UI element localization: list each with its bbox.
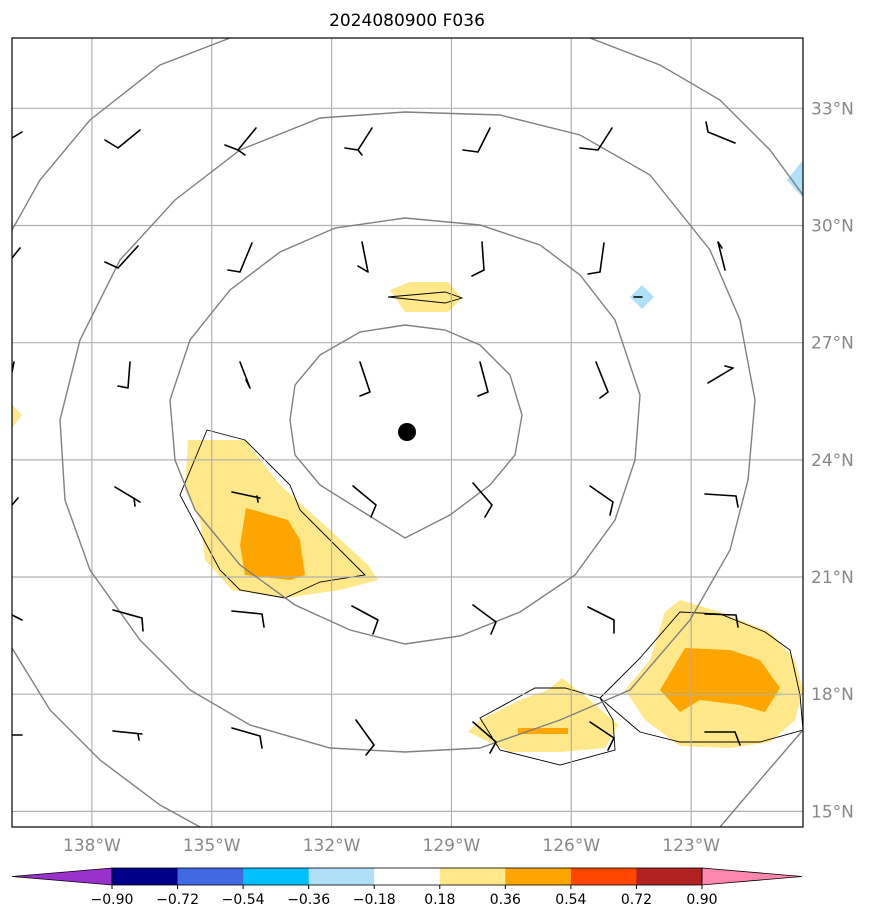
colorbar-segment [308, 868, 375, 885]
colorbar-extend-low [11, 867, 113, 886]
colorbar-segment [374, 868, 441, 885]
colorbar-segment [505, 868, 572, 885]
figure-title: 2024080900 F036 [329, 11, 485, 31]
colorbar-tick-label: 0.18 [424, 892, 455, 908]
colorbar-tick-label: 0.36 [490, 892, 521, 908]
colorbar-segment [636, 868, 703, 885]
latitude-label: 18°N [811, 685, 854, 705]
latitude-label: 30°N [811, 216, 854, 236]
colorbar-tick-label: −0.36 [287, 892, 330, 908]
colorbar-tick-labels: −0.90 −0.72 −0.54 −0.36 −0.18 0.18 0.36 0.54 0.7… [91, 885, 718, 908]
longitude-label: 123°W [662, 836, 720, 856]
longitude-labels: 138°W 135°W 132°W 129°W 126°W 123°W [63, 836, 720, 856]
latitude-labels: 15°N 18°N 21°N 24°N 27°N 30°N 33°N [811, 99, 854, 822]
colorbar-tick-label: −0.54 [222, 892, 265, 908]
colorbar-segment [570, 868, 637, 885]
colorbar-tick-label: 0.54 [555, 892, 586, 908]
colorbar-segment [439, 868, 506, 885]
colorbar-segment [112, 868, 179, 885]
map-area [12, 38, 803, 827]
longitude-label: 138°W [63, 836, 121, 856]
colorbar-tick-label: −0.18 [353, 892, 396, 908]
latitude-label: 21°N [811, 568, 854, 588]
object-outlines [179, 291, 803, 766]
longitude-label: 126°W [542, 836, 600, 856]
colorbar-extend-high [701, 867, 803, 886]
longitude-label: 129°W [423, 836, 481, 856]
positive-anomaly-strong [240, 508, 780, 734]
colorbar-tick-label: −0.72 [156, 892, 199, 908]
colorbar-segment [243, 868, 310, 885]
latitude-label: 27°N [811, 334, 854, 354]
longitude-label: 132°W [303, 836, 361, 856]
latitude-label: 24°N [811, 451, 854, 471]
colorbar-segment [177, 868, 244, 885]
range-rings [12, 38, 803, 827]
colorbar [11, 867, 803, 886]
latitude-label: 15°N [811, 802, 854, 822]
colorbar-tick-label: 0.72 [621, 892, 652, 908]
storm-center-marker [398, 423, 416, 441]
longitude-label: 135°W [183, 836, 241, 856]
colorbar-tick-label: −0.90 [91, 892, 134, 908]
wind-barbs [12, 121, 741, 756]
map-frame [11, 37, 804, 828]
colorbar-tick-label: 0.90 [686, 892, 717, 908]
graticule [12, 38, 803, 827]
latitude-label: 33°N [811, 99, 854, 119]
colorbar-outline [111, 867, 703, 886]
